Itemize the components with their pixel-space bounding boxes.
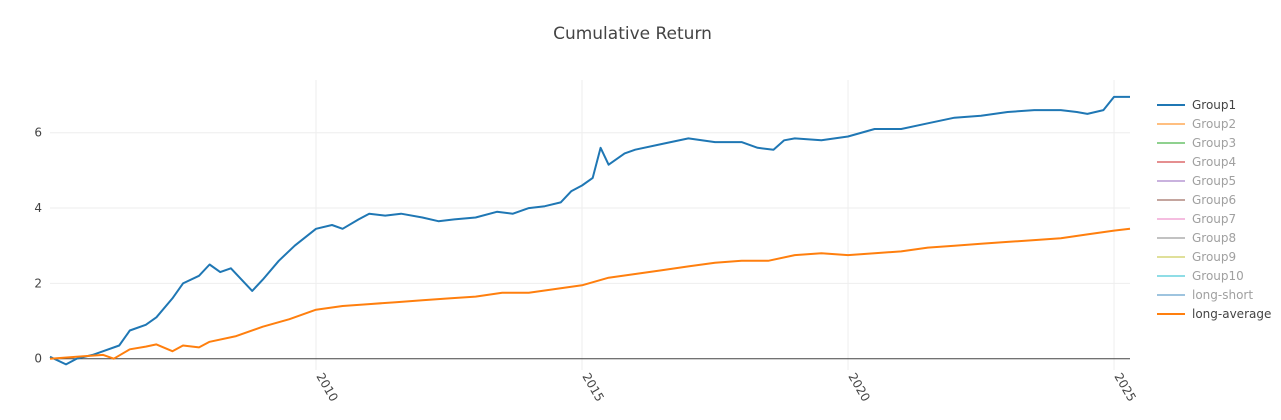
legend-label: Group2 [1192,117,1236,131]
x-tick-label: 2015 [579,371,606,404]
legend-item-Group6[interactable]: Group6 [1157,193,1236,207]
legend-label: Group3 [1192,136,1236,150]
gridlines [50,80,1130,370]
legend-item-Group3[interactable]: Group3 [1157,136,1236,150]
legend-item-Group4[interactable]: Group4 [1157,155,1236,169]
x-tick-label: 2020 [845,371,872,404]
x-tick-label: 2010 [313,371,340,404]
series-line-Group1 [49,95,1130,366]
legend-label: Group7 [1192,212,1236,226]
legend-item-Group5[interactable]: Group5 [1157,174,1236,188]
legend-item-Group7[interactable]: Group7 [1157,212,1236,226]
legend-item-Group1[interactable]: Group1 [1157,98,1236,112]
y-tick-label: 6 [34,126,42,140]
legend-label: long-average [1192,307,1271,321]
legend-item-long-average[interactable]: long-average [1157,307,1271,321]
y-tick-label: 2 [34,276,42,290]
legend-item-Group10[interactable]: Group10 [1157,269,1244,283]
legend-item-long-short[interactable]: long-short [1157,288,1253,302]
x-tick-label: 2025 [1111,371,1138,404]
series-lines [49,95,1131,366]
chart-title: Cumulative Return [553,24,712,44]
axes: 0 2 4 6 2010 2015 2020 2025 [34,126,1138,404]
legend-item-Group9[interactable]: Group9 [1157,250,1236,264]
legend-label: Group6 [1192,193,1236,207]
legend-item-Group2[interactable]: Group2 [1157,117,1236,131]
legend-label: Group8 [1192,231,1236,245]
legend[interactable]: Group1 Group2 Group3 Group4 Group5 Group6 Grou… [1157,98,1271,321]
legend-label: Group5 [1192,174,1236,188]
legend-label: Group1 [1192,98,1236,112]
legend-item-Group8[interactable]: Group8 [1157,231,1236,245]
legend-label: Group10 [1192,269,1244,283]
legend-label: Group9 [1192,250,1236,264]
y-tick-label: 0 [34,352,42,366]
y-tick-label: 4 [34,201,42,215]
legend-label: long-short [1192,288,1253,302]
legend-label: Group4 [1192,155,1236,169]
series-line-long-average [49,227,1131,360]
